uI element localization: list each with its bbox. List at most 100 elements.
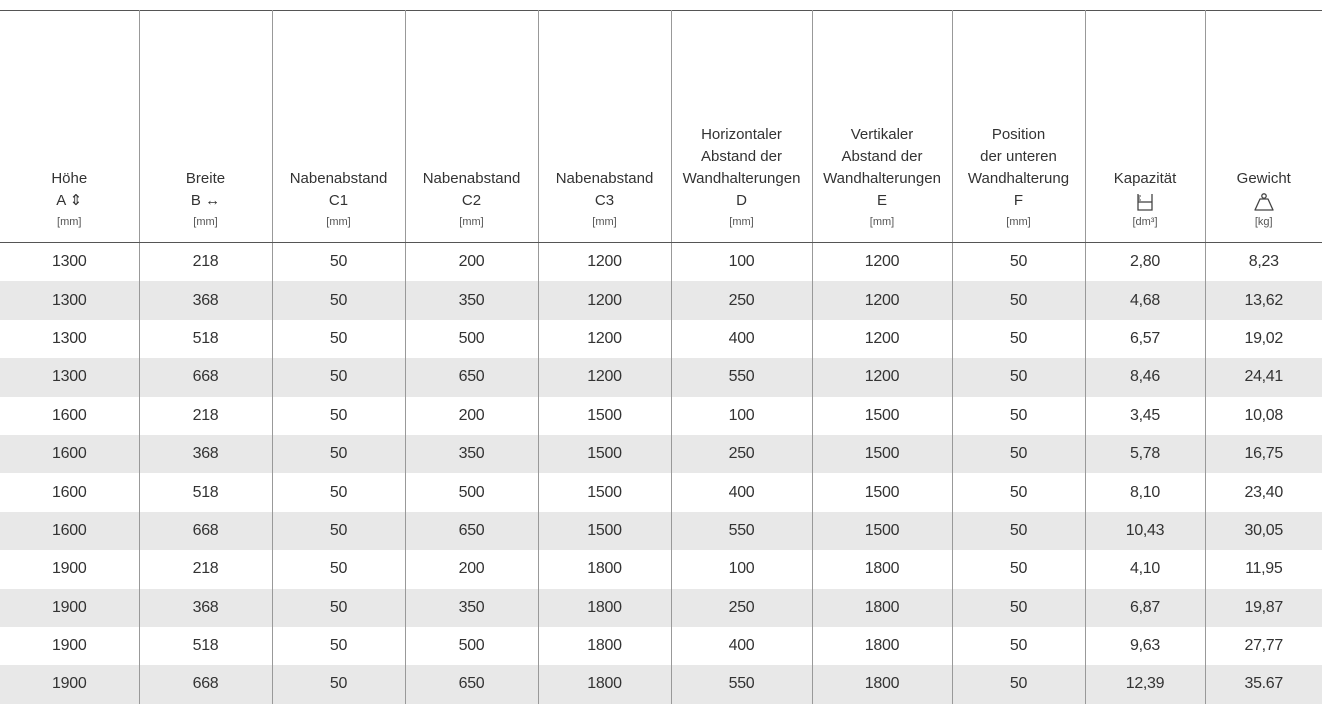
header-label: Horizontaler bbox=[701, 126, 782, 143]
table-cell: 16,75 bbox=[1204, 434, 1322, 474]
table-cell: 13,62 bbox=[1204, 281, 1322, 320]
table-cell: 1200 bbox=[537, 242, 671, 282]
table-cell: 50 bbox=[271, 319, 405, 359]
table-cell: 350 bbox=[404, 434, 538, 474]
table-cell: 218 bbox=[138, 242, 272, 282]
table-cell: 250 bbox=[670, 281, 812, 320]
header-cell: Nabenabstand C1 [mm] bbox=[271, 10, 405, 243]
header-label: Vertikaler bbox=[850, 126, 914, 143]
header-symbol: E bbox=[876, 192, 887, 209]
table-cell: 1300 bbox=[52, 329, 87, 347]
header-cell: Gewicht [kg] bbox=[1204, 10, 1322, 243]
table-cell: 1200 bbox=[537, 358, 671, 397]
table-cell: 35.67 bbox=[1204, 665, 1322, 704]
table-cell: 368 bbox=[138, 281, 272, 320]
header-label: Gewicht bbox=[1236, 170, 1291, 187]
table-cell: 518 bbox=[138, 319, 272, 359]
table-cell: 50 bbox=[951, 626, 1085, 666]
header-row: Höhe A ⇕ [mm] Breite B ↔ [mm] Nabenabstand C1 [m… bbox=[0, 10, 1322, 243]
header-icon bbox=[1086, 192, 1205, 212]
table-cell: 1800 bbox=[537, 665, 671, 704]
header-unit: [mm] bbox=[729, 216, 754, 228]
table-cell: 518 bbox=[138, 473, 272, 512]
table-cell: 50 bbox=[951, 550, 1085, 589]
table-cell: 350 bbox=[404, 281, 538, 320]
table-cell: 19,02 bbox=[1204, 319, 1322, 359]
table-row: 1300 668 50 650 1200 550 1200 50 8,46 24,41 bbox=[0, 358, 1322, 397]
table-cell: 50 bbox=[951, 473, 1085, 512]
table-cell: 1200 bbox=[811, 281, 952, 320]
header-cell: Horizontaler Abstand der Wandhalterungen D [… bbox=[670, 10, 812, 243]
table-cell: 400 bbox=[670, 626, 812, 666]
table-cell: 11,95 bbox=[1204, 550, 1322, 589]
table-cell: 8,23 bbox=[1204, 242, 1322, 282]
table-cell: 1200 bbox=[537, 281, 671, 320]
table-cell: 400 bbox=[670, 473, 812, 512]
header-unit: [mm] bbox=[592, 216, 617, 228]
header-cell: Kapazität [dm³] bbox=[1084, 10, 1205, 243]
table-cell: 27,77 bbox=[1204, 626, 1322, 666]
table-row: 1300 218 50 200 1200 100 1200 50 2,80 8,23 bbox=[0, 242, 1322, 282]
table-cell: 1900 bbox=[0, 665, 139, 704]
table-cell: 1600 bbox=[0, 511, 139, 551]
header-symbol: C2 bbox=[461, 192, 482, 209]
header-symbol: B ↔ bbox=[190, 192, 221, 209]
table-cell: 1500 bbox=[537, 396, 671, 435]
table-cell: 1900 bbox=[52, 560, 87, 578]
table-cell: 6,57 bbox=[1084, 319, 1205, 359]
table-cell: 50 bbox=[271, 242, 405, 282]
table-cell: 1800 bbox=[537, 550, 671, 589]
table-cell: 100 bbox=[670, 550, 812, 589]
capacity-icon bbox=[1137, 194, 1153, 211]
header-cell: Breite B ↔ [mm] bbox=[138, 10, 272, 243]
header-symbol: D bbox=[736, 192, 747, 209]
table-cell: 200 bbox=[404, 242, 538, 282]
table-cell: 650 bbox=[404, 511, 538, 551]
header-label: Wandhalterung bbox=[967, 170, 1070, 187]
table-cell: 50 bbox=[271, 396, 405, 435]
header-cell: Position der unteren Wandhalterung F [mm] bbox=[951, 10, 1085, 243]
table-row: 1600 368 50 350 1500 250 1500 50 5,78 16,75 bbox=[0, 434, 1322, 474]
table-row: 1900 218 50 200 1800 100 1800 50 4,10 11,95 bbox=[0, 550, 1322, 589]
header-cell: Nabenabstand C3 [mm] bbox=[537, 10, 671, 243]
table-cell: 50 bbox=[951, 358, 1085, 397]
table-cell: 50 bbox=[951, 319, 1085, 359]
table-cell: 1500 bbox=[811, 434, 952, 474]
table-cell: 23,40 bbox=[1204, 473, 1322, 512]
table-cell: 368 bbox=[138, 588, 272, 627]
table-cell: 50 bbox=[951, 281, 1085, 320]
table-cell: 8,10 bbox=[1084, 473, 1205, 512]
header-symbol: A ⇕ bbox=[56, 192, 83, 209]
table-cell: 668 bbox=[138, 665, 272, 704]
table-cell: 100 bbox=[670, 396, 812, 435]
table-cell: 10,08 bbox=[1204, 396, 1322, 435]
table-cell: 4,68 bbox=[1084, 281, 1205, 320]
table-cell: 668 bbox=[138, 511, 272, 551]
table-cell: 1600 bbox=[0, 434, 139, 474]
spec-table: Höhe A ⇕ [mm] Breite B ↔ [mm] Nabenabstand C1 [m… bbox=[0, 10, 1322, 704]
header-label: Kapazität bbox=[1113, 170, 1177, 187]
table-cell: 8,46 bbox=[1084, 358, 1205, 397]
table-cell: 218 bbox=[138, 396, 272, 435]
table-cell: 1500 bbox=[811, 511, 952, 551]
table-cell: 218 bbox=[138, 550, 272, 589]
table-cell: 50 bbox=[271, 626, 405, 666]
header-unit: [mm] bbox=[193, 216, 218, 228]
table-cell: 1300 bbox=[0, 281, 139, 320]
table-cell: 2,80 bbox=[1084, 242, 1205, 282]
table-cell: 1800 bbox=[537, 626, 671, 666]
header-unit: [dm³] bbox=[1132, 216, 1158, 228]
header-unit: [mm] bbox=[1006, 216, 1031, 228]
table-cell: 500 bbox=[404, 626, 538, 666]
table-cell: 1200 bbox=[811, 242, 952, 282]
table-cell: 350 bbox=[404, 588, 538, 627]
table-row: 1900 668 50 650 1800 550 1800 50 12,39 35.67 bbox=[0, 665, 1322, 704]
header-unit: [mm] bbox=[459, 216, 484, 228]
table-cell: 250 bbox=[670, 434, 812, 474]
table-cell: 50 bbox=[271, 281, 405, 320]
table-cell: 1200 bbox=[811, 358, 952, 397]
table-cell: 50 bbox=[951, 396, 1085, 435]
header-label: der unteren bbox=[980, 148, 1057, 165]
weight-icon bbox=[1254, 193, 1274, 211]
